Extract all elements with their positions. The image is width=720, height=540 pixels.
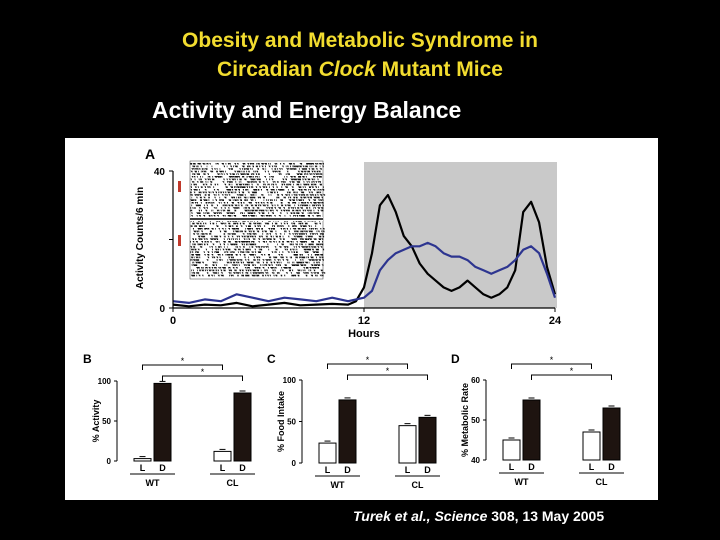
panel-a-x-label: Hours: [348, 328, 380, 340]
panel-b-y-tick-label: 50: [102, 417, 111, 426]
citation-details: 308, 13 May 2005: [487, 508, 605, 524]
panel-c-bar-wt-d: [338, 399, 357, 464]
panel-a-wt-marker: [178, 181, 181, 192]
panel-d-y-tick-label: 50: [471, 416, 480, 425]
panel-a-y-tick-label: 40: [154, 167, 166, 178]
panel-b-sig-star-2: *: [201, 367, 205, 377]
panel-c-letter: C: [267, 352, 276, 366]
panel-d-sig-bracket-2: [531, 374, 612, 380]
panel-b-group-label: CL: [227, 478, 239, 488]
panel-d-bar-wt-l: [502, 439, 521, 461]
panel-b-bar-cl-l: [213, 450, 232, 462]
panel-d-sig-star-2: *: [570, 366, 574, 376]
panel-b-y-tick-label: 100: [98, 377, 112, 386]
panel-b-cat-label: L: [220, 463, 226, 473]
panel-b-bar-wt-l: [133, 458, 152, 462]
panel-b-cat-label: D: [159, 463, 166, 473]
panel-d-bar-cl-d: [602, 407, 621, 461]
panel-c-bar-wt-l: [318, 442, 337, 464]
slide-subtitle: Activity and Energy Balance: [152, 97, 462, 123]
panel-c-bar-cl-d: [418, 416, 437, 464]
panel-a-actogram-raster: [190, 163, 326, 277]
panel-a-x-tick-label: 12: [358, 315, 370, 327]
panel-d-cat-label: L: [589, 462, 595, 472]
panel-b-cat-label: L: [140, 463, 146, 473]
panel-d-y-tick-label: 40: [471, 456, 480, 465]
panel-c-group-label: CL: [412, 480, 424, 490]
panel-d-letter: D: [451, 352, 460, 366]
panel-b-bar-cl-d: [233, 392, 252, 462]
panel-a-letter: A: [145, 146, 155, 162]
panel-b-cat-label: D: [239, 463, 246, 473]
panel-d-group-label: CL: [596, 477, 608, 487]
panel-c-sig-bracket-2: [347, 374, 428, 380]
title-prefix: Circadian: [217, 58, 319, 81]
panel-d-bar-wt-d: [522, 399, 541, 461]
title-italic: Clock: [318, 58, 376, 81]
panel-c-bar-cl-l: [398, 425, 417, 464]
panel-c-group-label: WT: [331, 480, 345, 490]
panel-a-cl-marker: [178, 235, 181, 246]
panel-c-sig-star-1: *: [366, 355, 370, 365]
panel-c-y-tick-label: 50: [287, 418, 296, 427]
citation: Turek et al., Science 308, 13 May 2005: [353, 508, 604, 524]
panel-c-sig-bracket-1: [327, 363, 408, 369]
panel-d-group-label: WT: [515, 477, 529, 487]
panel-b-y-label: % Activity: [91, 400, 101, 443]
panel-c-cat-label: L: [405, 465, 411, 475]
panel-a-series-cl: [172, 241, 557, 304]
panel-c-cat-label: L: [325, 465, 331, 475]
citation-authors: Turek et al., Science: [353, 508, 488, 524]
title-suffix: Mutant Mice: [375, 58, 503, 81]
panel-b-bar-wt-d: [153, 382, 172, 462]
panel-d-y-label: % Metabolic Rate: [460, 383, 470, 457]
panel-b-y-tick-label: 0: [107, 457, 112, 466]
figure-panel: A 0 40 0 12 24 Hours Activity Counts/6 min B 0 50 1…: [65, 138, 658, 500]
panel-d-sig-star-1: *: [550, 355, 554, 365]
panel-d-cat-label: D: [528, 462, 535, 472]
panel-d-y-tick-label: 60: [471, 376, 480, 385]
panel-c-y-label: % Food Intake: [276, 391, 286, 452]
panel-b-letter: B: [83, 352, 92, 366]
panel-a-x-tick-label: 0: [170, 315, 176, 327]
panel-a-y-tick-label: 0: [159, 304, 165, 315]
panel-c-cat-label: D: [344, 465, 351, 475]
panel-c-sig-star-2: *: [386, 366, 390, 376]
panel-c-y-tick-label: 0: [292, 459, 297, 468]
panel-d-cat-label: L: [509, 462, 515, 472]
panel-d-cat-label: D: [608, 462, 615, 472]
panel-c-y-tick-label: 100: [283, 376, 297, 385]
slide-title-line2: Circadian Clock Mutant Mice: [0, 55, 720, 84]
panel-b-group-label: WT: [146, 478, 160, 488]
panel-a-dark-period: [364, 162, 557, 308]
panel-a-series-wt: [172, 193, 557, 308]
panel-c-cat-label: D: [424, 465, 431, 475]
panel-b-sig-bracket-1: [142, 364, 223, 370]
panel-a-y-label: Activity Counts/6 min: [135, 187, 146, 289]
panel-d-sig-bracket-1: [511, 363, 592, 369]
figure-svg: A 0 40 0 12 24 Hours Activity Counts/6 min B 0 50 1…: [83, 146, 624, 490]
slide-title-line1: Obesity and Metabolic Syndrome in: [182, 29, 538, 52]
panel-b-sig-star-1: *: [181, 356, 185, 366]
panel-d-bar-cl-l: [582, 431, 601, 461]
panel-a-x-tick-label: 24: [549, 315, 562, 327]
panel-b-sig-bracket-2: [162, 375, 243, 381]
